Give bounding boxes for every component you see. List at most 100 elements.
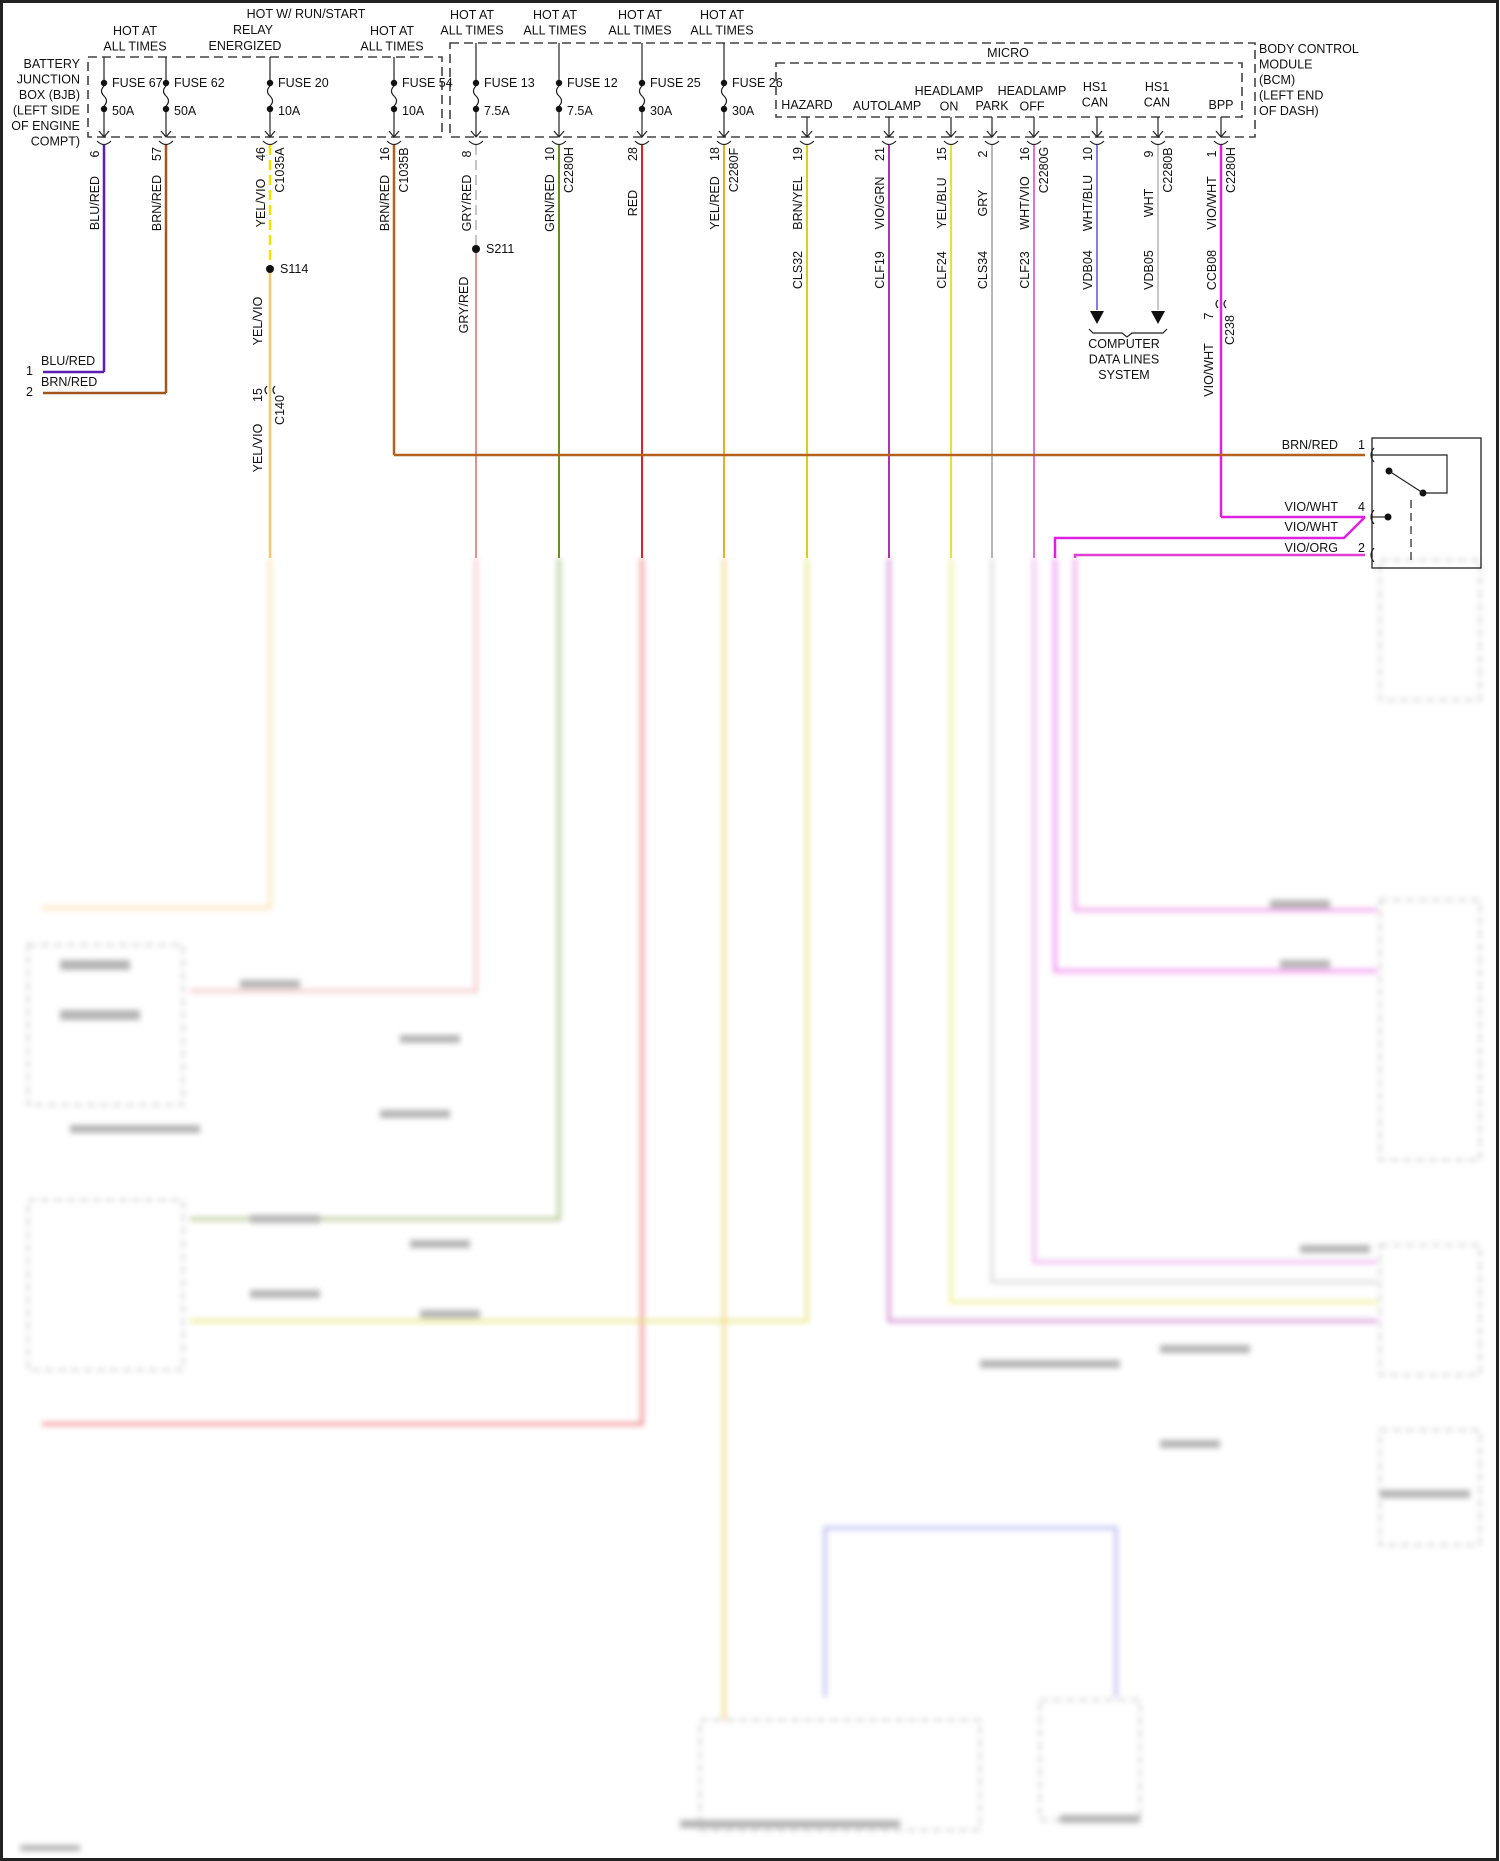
fuse-icon: [390, 85, 398, 107]
arrow-icon: [636, 130, 648, 138]
pin-number: 15: [935, 147, 949, 161]
run-start-label: HOT W/ RUN/START: [247, 7, 366, 21]
pin-number: 1: [1205, 150, 1219, 157]
connector-icon: [634, 140, 650, 146]
arrow-icon: [945, 130, 957, 138]
bcm-label: BODY CONTROL: [1259, 42, 1359, 56]
fuse-icon: [162, 85, 170, 107]
bjb-label: BATTERY: [24, 57, 81, 71]
connector-icon: [96, 140, 112, 146]
bjb-box: [87, 56, 443, 138]
wire-color-label: GRY: [976, 189, 990, 217]
blurred-text-block: [1270, 900, 1330, 908]
blurred-text-block: [20, 1845, 80, 1851]
wire-color-label: GRY/RED: [460, 175, 474, 232]
arrow-icon: [264, 130, 276, 138]
wire-color-label: VIO/WHT: [1202, 343, 1216, 397]
bjb-label: OF ENGINE: [11, 119, 80, 133]
blurred-wire: [949, 558, 1377, 1304]
fuse-rating: 30A: [732, 104, 755, 118]
connector-icon: [1089, 140, 1105, 146]
circuit-label: VDB05: [1142, 250, 1156, 290]
fuse-terminal-dot: [555, 105, 563, 113]
hazard-input-label: HAZARD: [781, 98, 832, 112]
arrow-icon: [388, 130, 400, 138]
arrow-icon: [160, 130, 172, 138]
blurred-text-block: [980, 1360, 1120, 1368]
pin-number: 46: [254, 147, 268, 161]
fuse-rating: 10A: [402, 104, 425, 118]
hs1-can-input-label: HS1: [1145, 80, 1169, 94]
connector-label: C238: [1223, 315, 1237, 345]
wire-color-label: RED: [626, 190, 640, 216]
pin-number: 57: [150, 147, 164, 161]
connector-label: C2280H: [562, 147, 576, 193]
blurred-text-block: [400, 1035, 460, 1043]
connector-icon: [716, 140, 732, 146]
connector-icon: [1370, 547, 1375, 563]
connector-icon: [1026, 140, 1042, 146]
connector-icon: [158, 140, 174, 146]
bcm-label: (LEFT END: [1259, 89, 1323, 103]
pin-number: 15: [251, 388, 265, 402]
blurred-wire: [1073, 558, 1377, 912]
hot-at-all-times-label: HOT AT: [113, 24, 157, 38]
fuse-icon: [100, 85, 108, 107]
fuse-terminal-dot: [472, 79, 480, 87]
blurred-text-block: [1160, 1440, 1220, 1448]
hot-at-all-times-label: HOT AT: [700, 8, 744, 22]
circuit-label: CLF19: [873, 251, 887, 289]
computer-data-lines-label: SYSTEM: [1098, 368, 1149, 382]
switch-pin: 2: [1358, 541, 1365, 555]
connector-label: C140: [273, 395, 287, 425]
wire-color-label: YEL/VIO: [254, 178, 268, 227]
terminal-wire-label: BRN/RED: [41, 375, 97, 389]
blurred-text-block: [1280, 960, 1330, 968]
fuse-terminal-dot: [100, 79, 108, 87]
wire-color-label: GRY/RED: [457, 277, 471, 334]
pin-number: 10: [543, 147, 557, 161]
bjb-label: BOX (BJB): [19, 88, 80, 102]
blurred-wire: [42, 558, 272, 910]
arrow-icon: [1152, 130, 1164, 138]
wire-color-label: VIO/GRN: [873, 177, 887, 230]
switch-pin: 1: [1358, 438, 1365, 452]
brace-icon: [1088, 328, 1168, 338]
fuse-icon: [555, 85, 563, 107]
wire-color-label: WHT/VIO: [1018, 176, 1032, 230]
arrow-icon: [1028, 130, 1040, 138]
wire-color-label: VIO/WHT: [1205, 176, 1219, 230]
circuit-label: CLS32: [791, 251, 805, 289]
arrow-icon: [470, 130, 482, 138]
bjb-label: (LEFT SIDE: [13, 104, 80, 118]
blurred-lower-section: [20, 558, 1481, 1851]
fuse-name: FUSE 20: [278, 76, 329, 90]
circuit-label: CLF24: [935, 251, 949, 289]
switch-lever-icon: [1388, 470, 1424, 494]
terminal-pin: 2: [26, 385, 33, 399]
switch-wire-label: BRN/RED: [1282, 438, 1338, 452]
switch-wire-label: VIO/WHT: [1285, 500, 1339, 514]
pin-number: 16: [1018, 147, 1032, 161]
headlamp-on-input-label: HEADLAMP: [915, 84, 984, 98]
wire-color-label: WHT: [1142, 188, 1156, 217]
hs1-can-input-label: HS1: [1083, 80, 1107, 94]
arrow-icon: [801, 130, 813, 138]
headlamp-on-input-label: ON: [940, 100, 959, 114]
connector-icon: [984, 140, 1000, 146]
blurred-text-block: [250, 1215, 320, 1223]
connector-icon: [262, 140, 278, 146]
blurred-wire: [190, 558, 561, 1221]
fuse-terminal-dot: [638, 79, 646, 87]
blurred-wire: [990, 558, 1377, 1284]
blurred-component-box: [27, 944, 184, 1106]
computer-data-lines-label: DATA LINES: [1089, 353, 1159, 367]
blurred-text-block: [420, 1310, 480, 1318]
wire-color-label: BLU/RED: [88, 176, 102, 230]
connector-icon: [799, 140, 815, 146]
connector-icon: [1215, 299, 1227, 309]
bpp-input-label: BPP: [1208, 98, 1233, 112]
blurred-text-block: [250, 1290, 320, 1298]
